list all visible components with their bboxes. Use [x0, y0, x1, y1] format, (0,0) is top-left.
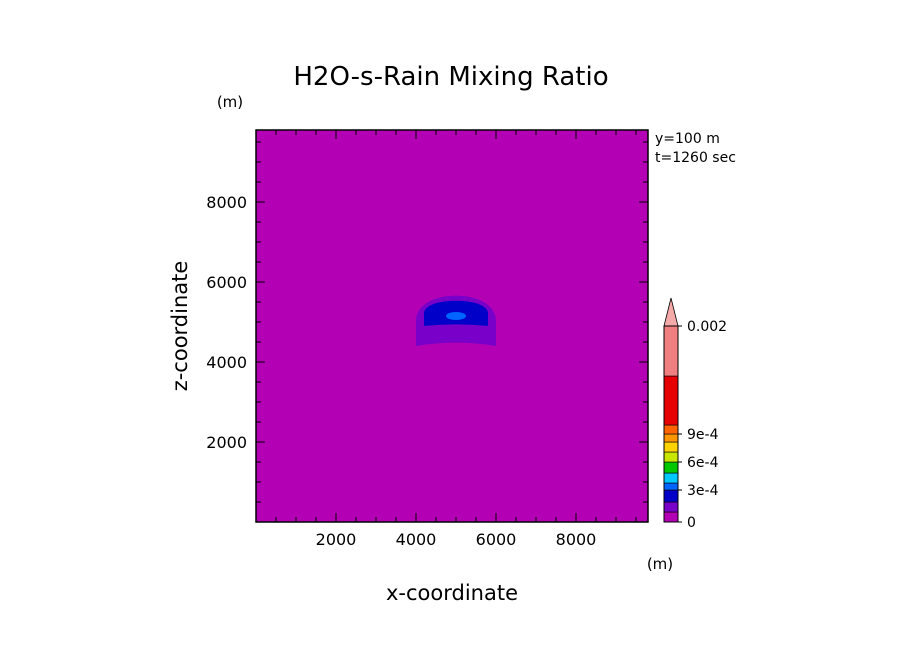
x-unit-label: (m)	[647, 555, 673, 573]
axis-ticks: 2000 4000 6000 8000 2000 4000 6000 8000	[206, 130, 648, 549]
colorbar-frame	[663, 325, 679, 523]
contour-band-2	[446, 312, 466, 320]
y-tick-label: 6000	[206, 273, 247, 292]
y-unit-label: (m)	[217, 93, 243, 111]
colorbar-label: 0	[687, 515, 696, 531]
colorbar-band	[663, 489, 679, 503]
colorbar-band	[663, 325, 679, 377]
colorbar-band	[663, 433, 679, 443]
y-tick-label: 8000	[206, 193, 247, 212]
colorbar-band	[663, 511, 679, 523]
x-tick-label: 6000	[476, 530, 517, 549]
colorbar-band	[663, 472, 679, 484]
colorbar-label: 6e-4	[687, 455, 719, 471]
colorbar-band	[663, 441, 679, 453]
x-tick-label: 2000	[316, 530, 357, 549]
colorbar-extend-triangle	[663, 297, 679, 327]
annotation-time: t=1260 sec	[655, 150, 736, 166]
annotation-y-position: y=100 m	[655, 131, 720, 147]
colorbar-band	[663, 501, 679, 513]
colorbar-band	[663, 451, 679, 463]
colorbar: 0 3e-4 6e-4 9e-4 0.002	[663, 297, 727, 531]
y-tick-label: 2000	[206, 433, 247, 452]
plot-frame	[255, 129, 649, 523]
colorbar-band	[663, 482, 679, 491]
plot-area	[255, 129, 649, 523]
colorbar-band	[663, 461, 679, 474]
x-tick-label: 8000	[556, 530, 597, 549]
colorbar-label: 9e-4	[687, 427, 719, 443]
x-tick-label: 4000	[396, 530, 437, 549]
colorbar-band	[663, 375, 679, 426]
chart-title: H2O-s-Rain Mixing Ratio	[293, 62, 608, 92]
colorbar-band	[663, 424, 679, 435]
x-axis-label: x-coordinate	[386, 581, 518, 605]
colorbar-label: 3e-4	[687, 483, 719, 499]
y-tick-label: 4000	[206, 353, 247, 372]
colorbar-label: 0.002	[687, 319, 727, 335]
y-axis-label: z-coordinate	[168, 261, 192, 392]
